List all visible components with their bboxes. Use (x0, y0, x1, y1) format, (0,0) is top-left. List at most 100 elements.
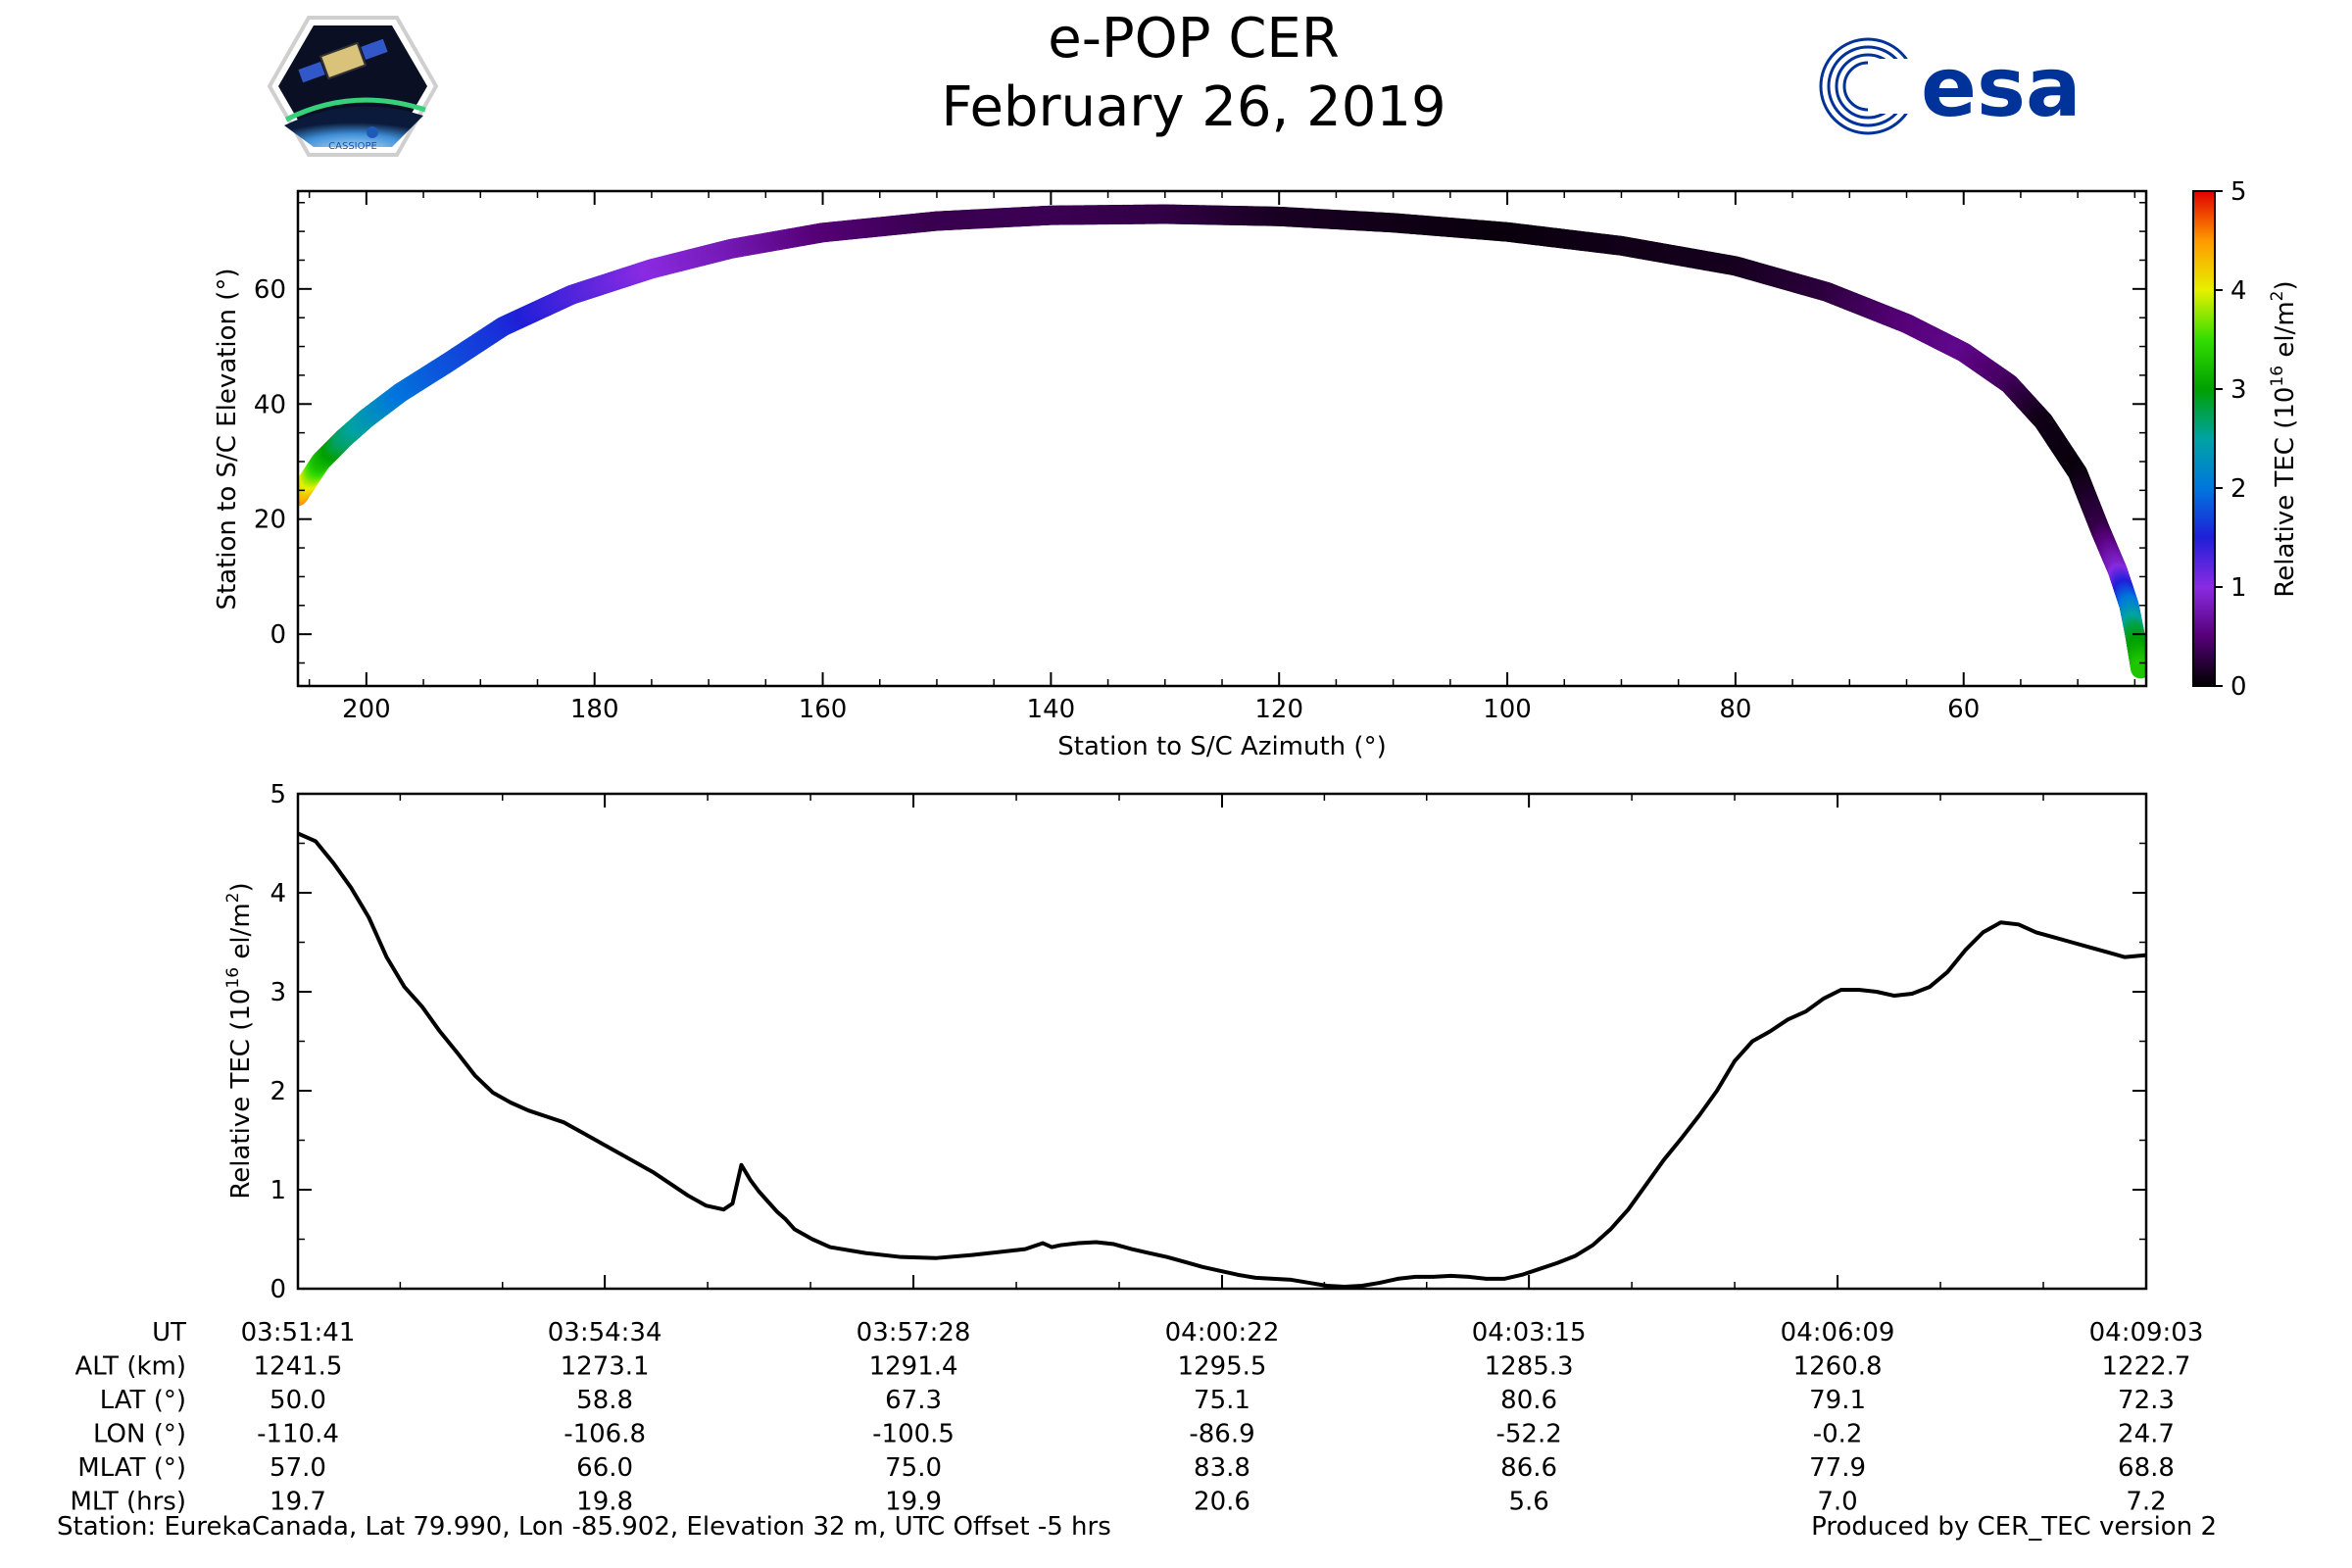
colorbar-label-exp2: 2 (2268, 291, 2287, 302)
ephemeris-value: 24.7 (2118, 1420, 2175, 1449)
tec-axis-label-mid: el/m (226, 903, 256, 967)
tec-axis-label: Relative TEC (1016 el/m2) (223, 882, 256, 1199)
ephemeris-value: -52.2 (1495, 1420, 1561, 1449)
ephemeris-row-label: ALT (km) (74, 1352, 186, 1382)
tec-axis-label-exp1: 16 (223, 967, 243, 989)
ephemeris-value: 1285.3 (1485, 1352, 1574, 1382)
ephemeris-value: 19.7 (270, 1488, 326, 1517)
elevation-tick-label: 60 (254, 275, 286, 305)
elevation-tick-label: 20 (254, 506, 286, 535)
tec-tick-label: 3 (270, 978, 286, 1007)
ephemeris-value: 72.3 (2118, 1386, 2175, 1415)
colorbar-tick-label: 5 (2230, 177, 2247, 207)
ephemeris-value: 1222.7 (2102, 1352, 2191, 1382)
ephemeris-value: 80.6 (1500, 1386, 1557, 1415)
tec-series-line (298, 831, 2146, 1289)
tec-tick-label: 2 (270, 1077, 286, 1106)
cassiope-logo: CASSIOPE (267, 16, 439, 157)
ephemeris-value: 79.1 (1809, 1386, 1866, 1415)
elevation-tick-label: 0 (270, 620, 286, 650)
colorbar-label-main: Relative TEC (10 (2271, 387, 2300, 598)
ephemeris-value: 7.0 (1817, 1488, 1857, 1517)
ephemeris-value: 1241.5 (254, 1352, 343, 1382)
time-tick-label: 03:57:28 (857, 1318, 971, 1348)
ephemeris-value: 1291.4 (869, 1352, 958, 1382)
colorbar-label-mid: el/m (2271, 301, 2300, 366)
ephemeris-value: -106.8 (564, 1420, 646, 1449)
tec-axis-label-end: ) (226, 882, 256, 892)
ephemeris-value: 68.8 (2118, 1453, 2175, 1483)
esa-logo: esa (1819, 37, 2082, 135)
colorbar-tick-label: 2 (2230, 474, 2247, 504)
colorbar-label: Relative TEC (1016 el/m2) (2268, 280, 2300, 597)
colorbar-tick-label: 4 (2230, 276, 2247, 306)
ephemeris-value: 5.6 (1508, 1488, 1548, 1517)
esa-logo-text: esa (1921, 39, 2082, 135)
ephemeris-value: 7.2 (2126, 1488, 2166, 1517)
ephemeris-value: 20.6 (1194, 1488, 1250, 1517)
pass-track-points (298, 204, 2146, 679)
colorbar-ticks: 0 1 2 3 4 5 (2215, 177, 2247, 702)
time-tick-label: 03:54:34 (548, 1318, 662, 1348)
tec-axis-label-main: Relative TEC (10 (226, 989, 256, 1200)
azimuth-tick-label: 80 (1719, 695, 1751, 724)
top-panel: 200 180 160 140 120 100 80 60 0 20 40 60 Station to… (213, 189, 2148, 761)
bottom-panel-frame (296, 792, 2148, 1291)
ephemeris-value: 1295.5 (1178, 1352, 1267, 1382)
ephemeris-table: UT ALT (km) LAT (°) LON (°) MLAT (°) MLT (hrs… (71, 1318, 2204, 1517)
ephemeris-value: 66.0 (576, 1453, 633, 1483)
tec-tick-label: 0 (270, 1275, 286, 1304)
ephemeris-value: 57.0 (270, 1453, 326, 1483)
ephemeris-value: 50.0 (270, 1386, 326, 1415)
azimuth-tick-label: 180 (570, 695, 619, 724)
tec-axis-label-exp2: 2 (223, 893, 243, 904)
azimuth-tick-label: 120 (1254, 695, 1303, 724)
cassiope-logo-text: CASSIOPE (328, 141, 377, 152)
ephemeris-value: 1260.8 (1793, 1352, 1883, 1382)
tec-tick-label: 5 (270, 780, 286, 809)
azimuth-tick-label: 160 (799, 695, 848, 724)
colorbar-gradient (2192, 190, 2216, 687)
top-panel-frame (296, 189, 2148, 688)
ephemeris-row-label: LAT (°) (100, 1386, 186, 1415)
chart-title: e-POP CER (1048, 7, 1339, 71)
chart-date: February 26, 2019 (941, 75, 1446, 139)
ephemeris-value: 83.8 (1194, 1453, 1250, 1483)
ephemeris-value: -100.5 (872, 1420, 955, 1449)
ephemeris-value: -0.2 (1813, 1420, 1863, 1449)
ephemeris-value: 67.3 (885, 1386, 942, 1415)
ephemeris-value: 77.9 (1809, 1453, 1866, 1483)
azimuth-axis-label: Station to S/C Azimuth (°) (1057, 732, 1386, 761)
ephemeris-value: 86.6 (1500, 1453, 1557, 1483)
track-point (2131, 659, 2146, 679)
elevation-tick-label: 40 (254, 390, 286, 419)
bottom-panel-ticks: 0 1 2 3 4 5 (270, 780, 2147, 1304)
colorbar-tick-label: 3 (2230, 375, 2247, 405)
producer-info: Produced by CER_TEC version 2 (1811, 1512, 2217, 1542)
azimuth-tick-label: 100 (1483, 695, 1532, 724)
elevation-axis-label: Station to S/C Elevation (°) (213, 268, 242, 610)
tec-tick-label: 1 (270, 1176, 286, 1205)
ephemeris-value: -86.9 (1189, 1420, 1254, 1449)
colorbar-tick-label: 1 (2230, 573, 2247, 603)
time-tick-label: 04:03:15 (1472, 1318, 1587, 1348)
azimuth-tick-label: 200 (342, 695, 391, 724)
colorbar-label-end: ) (2271, 280, 2300, 290)
colorbar-tick-label: 0 (2230, 672, 2247, 702)
ephemeris-value: 75.0 (885, 1453, 942, 1483)
time-tick-label: 04:06:09 (1781, 1318, 1895, 1348)
top-panel-ticks: 200 180 160 140 120 100 80 60 0 20 40 60 (254, 191, 2146, 724)
ephemeris-value: 19.8 (576, 1488, 633, 1517)
station-info: Station: EurekaCanada, Lat 79.990, Lon -… (57, 1512, 1111, 1542)
ephemeris-row-label: UT (152, 1318, 186, 1348)
azimuth-tick-label: 140 (1027, 695, 1076, 724)
ephemeris-row-label: MLT (hrs) (71, 1488, 187, 1517)
colorbar-label-exp1: 16 (2268, 366, 2287, 387)
azimuth-tick-label: 60 (1947, 695, 1980, 724)
ephemeris-row-label: LON (°) (93, 1420, 186, 1449)
ephemeris-value: -110.4 (257, 1420, 339, 1449)
ephemeris-value: 58.8 (576, 1386, 633, 1415)
ephemeris-row-label: MLAT (°) (77, 1453, 186, 1483)
